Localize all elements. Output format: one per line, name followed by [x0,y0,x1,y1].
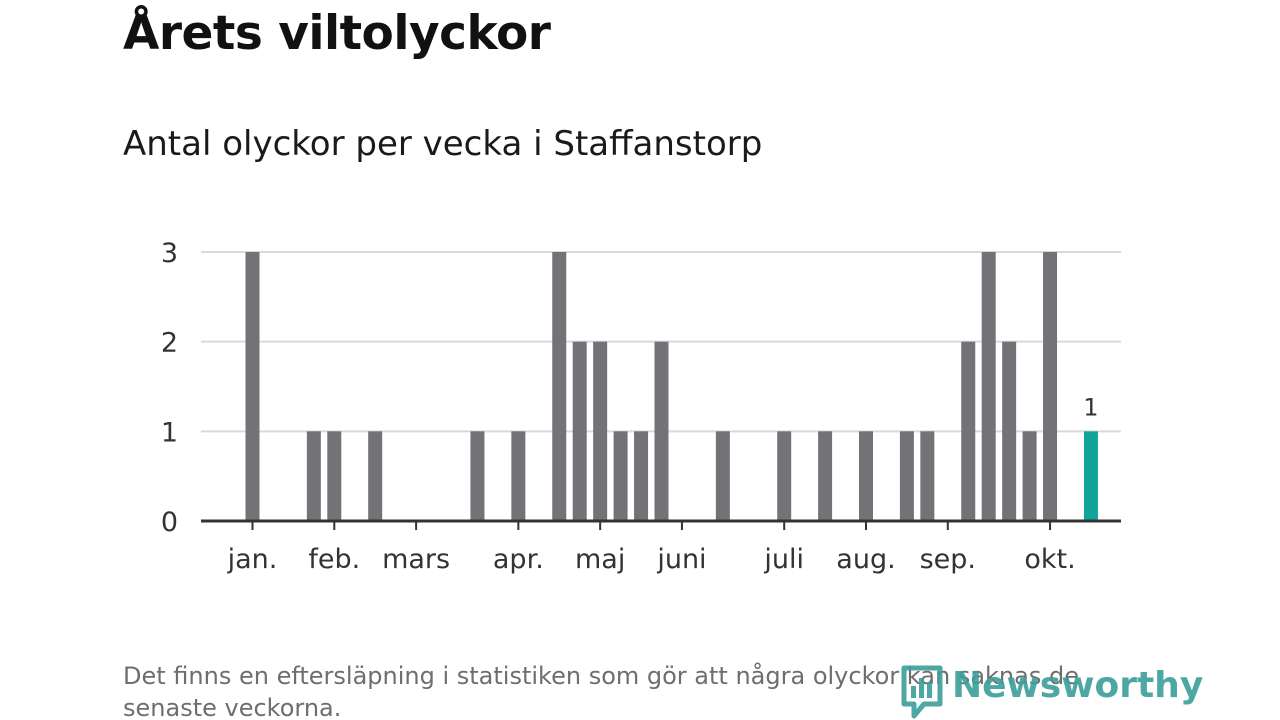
x-tick-label: apr. [493,544,544,575]
x-tick-label: mars [382,544,450,575]
bar [470,431,485,521]
bar [306,431,321,521]
bar [961,341,976,521]
x-tick-label: aug. [836,544,895,575]
bar [613,431,628,521]
bar [552,252,567,521]
bar [1002,341,1017,521]
bar [634,431,649,521]
chart-subtitle: Antal olyckor per vecka i Staffanstorp [123,124,763,164]
x-tick-label: maj [575,544,625,575]
bar [899,431,914,521]
bar [920,431,935,521]
y-tick-label: 1 [161,417,178,448]
bar [1022,431,1037,521]
bar [368,431,383,521]
bar [981,252,996,521]
y-tick-label: 3 [161,238,178,269]
x-tick-label: juni [656,544,706,575]
chart-title: Årets viltolyckor [123,6,551,61]
bar-chart: 0 1 2 3 1 jan. feb. mars apr. maj juni juli aug. sep.… [161,238,1121,575]
bar [511,431,526,521]
bar [572,341,587,521]
x-tick-label: okt. [1024,544,1075,575]
bar [859,431,873,521]
x-tick-label: juli [763,544,804,575]
bar [327,431,342,521]
bars [245,252,1098,521]
bar-highlighted [1083,431,1098,521]
bar [245,252,260,521]
bar [818,431,833,521]
logo-text: Newsworthy [952,665,1204,706]
axes [201,519,1121,530]
bar [715,431,730,521]
x-tick-label: jan. [227,544,278,575]
data-label: 1 [1083,393,1098,421]
bar [593,341,608,521]
labels: 0 1 2 3 1 jan. feb. mars apr. maj juni juli aug. sep.… [161,238,1099,575]
x-tick-label: feb. [308,544,360,575]
bar [1043,252,1058,521]
bar [777,431,792,521]
y-tick-label: 0 [161,507,178,538]
bar [654,341,669,521]
y-tick-label: 2 [161,328,178,359]
newsworthy-logo-icon [901,665,943,719]
newsworthy-logo: Newsworthy [900,664,1203,720]
x-tick-label: sep. [920,544,976,575]
